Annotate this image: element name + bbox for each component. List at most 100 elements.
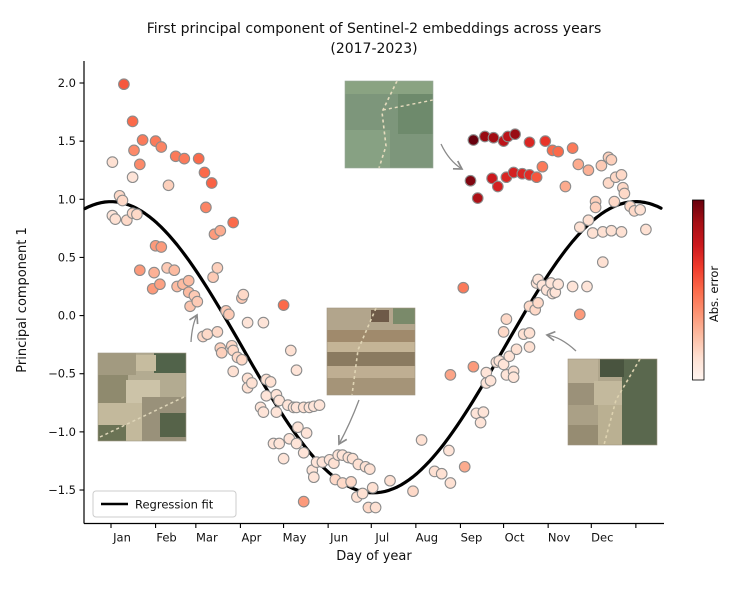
data-point — [178, 152, 191, 165]
data-point — [471, 192, 484, 204]
data-point — [237, 288, 250, 301]
data-point — [484, 374, 497, 387]
y-tick-label: 2.0 — [58, 76, 76, 90]
data-point — [192, 152, 205, 165]
data-point — [260, 389, 273, 402]
data-point — [131, 208, 143, 221]
data-point — [214, 224, 227, 237]
data-point — [168, 264, 181, 277]
x-tick-label-apr: Apr — [241, 531, 261, 545]
data-point — [539, 135, 552, 147]
data-point — [106, 156, 119, 168]
x-tick-label-jan: Jan — [112, 531, 131, 545]
data-point — [270, 406, 283, 418]
data-point — [572, 158, 585, 171]
data-point — [503, 350, 516, 363]
x-tick-label-nov: Nov — [548, 531, 571, 545]
data-point — [273, 437, 286, 450]
data-point — [486, 172, 498, 185]
data-point — [363, 463, 376, 475]
data-point — [345, 476, 357, 488]
x-axis-ticks: Jan Feb Mar Apr May Jun Jul Aug Sep Oct Nov Dec — [110, 523, 637, 545]
data-point — [133, 264, 146, 277]
data-point — [500, 313, 513, 325]
data-point — [605, 153, 618, 166]
x-tick-label-oct: Oct — [505, 531, 525, 545]
data-point — [552, 278, 565, 291]
x-tick-label-dec: Dec — [591, 531, 613, 545]
data-point — [284, 344, 297, 357]
data-point — [236, 353, 248, 366]
data-point — [581, 280, 593, 293]
data-point — [116, 194, 129, 207]
chart-title-line1: First principal component of Sentinel-2 … — [147, 21, 602, 37]
colorbar: Abs. error — [692, 199, 721, 381]
data-point — [257, 406, 270, 418]
annotation-arrows — [188, 143, 577, 446]
x-tick-label-may: May — [283, 531, 307, 545]
data-point — [128, 144, 140, 157]
y-tick-label: 1.5 — [58, 134, 76, 148]
data-point — [586, 227, 599, 239]
x-tick-label-jul: Jul — [374, 531, 389, 545]
data-point — [300, 427, 313, 439]
data-point — [198, 166, 211, 179]
data-point — [507, 371, 520, 384]
data-point — [126, 171, 139, 184]
data-point — [444, 477, 457, 489]
data-point — [205, 177, 218, 189]
data-point — [467, 134, 480, 146]
data-point — [118, 78, 130, 91]
data-point — [634, 203, 647, 216]
data-point — [444, 369, 457, 381]
data-point — [264, 376, 277, 388]
y-tick-label: −1.0 — [48, 425, 76, 439]
x-tick-label-sep: Sep — [461, 531, 483, 545]
data-point — [257, 316, 270, 329]
data-point — [536, 160, 549, 173]
data-point — [384, 474, 396, 487]
data-point — [148, 266, 160, 279]
data-point — [615, 226, 628, 238]
data-point — [523, 136, 536, 149]
data-point — [201, 328, 214, 341]
data-point — [191, 295, 204, 308]
data-point — [443, 444, 455, 457]
data-point — [573, 221, 586, 234]
scatter-points — [106, 78, 652, 514]
data-point — [491, 180, 504, 193]
data-point — [241, 316, 254, 329]
colorbar-gradient — [692, 199, 705, 381]
arrow-to-october-curve — [545, 330, 577, 352]
data-point — [582, 214, 595, 227]
data-point — [366, 481, 379, 494]
data-point — [307, 471, 320, 484]
satellite-thumbnail-fields-right — [567, 358, 658, 446]
data-point — [227, 216, 240, 229]
data-point — [510, 343, 523, 356]
y-tick-label: −0.5 — [48, 367, 76, 381]
data-point — [608, 195, 621, 208]
data-point — [227, 365, 240, 378]
data-point — [207, 271, 219, 284]
data-point — [605, 224, 618, 237]
data-point — [457, 281, 470, 294]
data-point — [595, 159, 608, 172]
data-point — [523, 341, 536, 353]
data-point — [640, 223, 652, 236]
data-point — [297, 446, 310, 459]
data-point — [155, 241, 168, 253]
y-tick-label: −1.5 — [48, 483, 76, 497]
x-tick-label-jun: Jun — [329, 531, 348, 545]
colorbar-label: Abs. error — [707, 266, 721, 323]
data-point — [277, 299, 290, 311]
data-point — [182, 274, 195, 287]
data-point — [458, 460, 471, 473]
data-point — [474, 416, 487, 429]
data-point — [126, 115, 139, 128]
data-point — [596, 256, 609, 268]
data-point — [552, 145, 565, 158]
x-tick-label-feb: Feb — [156, 531, 176, 545]
